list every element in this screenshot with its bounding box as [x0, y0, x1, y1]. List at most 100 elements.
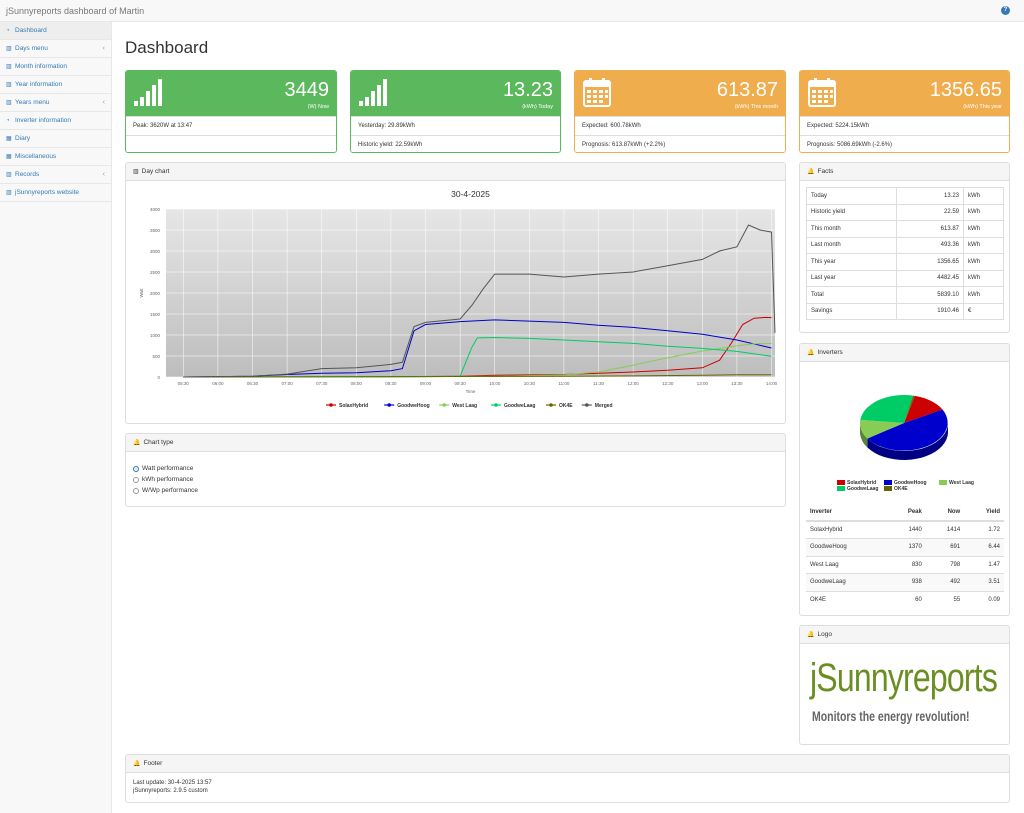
y-tick-label: 2000	[150, 291, 161, 296]
legend-item[interactable]: West Laag	[939, 480, 974, 486]
y-axis-label: Watt	[139, 288, 144, 298]
kpi-month-value: 613.87	[716, 79, 778, 101]
footer-title: Footer	[143, 760, 163, 767]
series-line-goodwehoog[interactable]	[183, 319, 772, 378]
jsunnyreports-logo-tagline: Monitors the energy revolution!	[812, 708, 970, 724]
inverters-col-header[interactable]: Now	[925, 504, 965, 522]
legend-item[interactable]: GoodweLaag	[837, 486, 878, 492]
pie-slice-ok4e[interactable]	[904, 395, 915, 423]
x-tick-label: 12:30	[662, 381, 674, 386]
sidebar-item-years-menu[interactable]: ▥ Years menu ‹	[0, 94, 111, 112]
legend-label: West Laag	[452, 403, 477, 409]
legend-label: SolaxHybrid	[339, 403, 368, 409]
legend-label: GoodweLaag	[847, 486, 878, 492]
logo-panel: 🔔 Logo jSunnyreports Monitors the energy …	[799, 625, 1010, 745]
inverters-col-header[interactable]: Inverter	[806, 504, 887, 522]
inverters-cell: 60	[886, 590, 926, 609]
series-line-merged[interactable]	[183, 224, 776, 378]
kpi-now-row2	[126, 135, 336, 152]
day-chart[interactable]: 30-4-2025 0 500 1000 1500 2000 2500 3000 3500 400…	[126, 182, 785, 424]
y-tick-label: 2500	[150, 270, 161, 275]
radio-dot[interactable]	[133, 487, 139, 494]
sidebar-item-month-information[interactable]: ▥ Month information	[0, 58, 111, 76]
logo-header: 🔔 Logo	[800, 626, 1009, 644]
sidebar-item-days-menu[interactable]: ▥ Days menu ‹	[0, 40, 111, 58]
radio-wwp-performance[interactable]: W/Wp performance	[126, 485, 785, 496]
table-row: GoodweHoog 1370 691 6.44	[806, 538, 1004, 556]
y-tick-label: 1000	[150, 333, 161, 338]
legend-item[interactable]: GoodweLaag	[491, 403, 535, 409]
help-icon[interactable]: ?	[1001, 6, 1010, 15]
bell-icon: 🔔	[133, 440, 141, 446]
facts-row: Historic yield 22.59 kWh	[806, 203, 1004, 221]
inverters-cell: 691	[925, 538, 965, 556]
sidebar-item-miscellaneous[interactable]: ▦ Miscellaneous	[0, 148, 111, 166]
inverters-cell: 3.51	[964, 573, 1004, 591]
legend-label: OK4E	[894, 486, 908, 492]
table-row: OK4E 60 55 0.09	[806, 590, 1004, 609]
sidebar-item-dashboard[interactable]: ◔ Dashboard	[0, 22, 111, 40]
inverters-cell: 1414	[925, 520, 965, 539]
legend-swatch	[837, 486, 845, 491]
kpi-today-value: 13.23	[502, 79, 553, 101]
pie-slice-goodwelaag[interactable]	[860, 394, 914, 423]
legend-swatch	[837, 480, 845, 485]
legend-item[interactable]: SolaxHybrid	[326, 403, 368, 409]
legend-item[interactable]: OK4E	[884, 486, 908, 492]
facts-row: Last year 4482.45 kWh	[806, 269, 1004, 287]
jsunnyreports-logo-name: jSunnyreports	[810, 656, 998, 700]
x-tick-label: 12:00	[627, 381, 639, 386]
inverter-pie-chart[interactable]: SolaxHybrid GoodweHoog West Laag GoodweLaag…	[800, 363, 1009, 503]
legend-label: GoodweHoog	[894, 480, 927, 486]
sidebar-item-inverter-information[interactable]: ◔ Inverter information	[0, 112, 111, 130]
sidebar-item-label: Inverter information	[15, 117, 71, 124]
pie-slice-goodwehoog[interactable]	[867, 409, 948, 451]
chart-type-panel: 🔔 Chart type Watt performance kWh perform…	[125, 433, 786, 507]
app-title[interactable]: jSunnyreports dashboard of Martin	[6, 6, 145, 16]
bar-chart-icon: ▥	[6, 100, 12, 106]
facts-label: Savings	[806, 302, 897, 320]
pie-slice-solaxhybrid[interactable]	[904, 395, 943, 423]
x-tick-label: 10:30	[524, 381, 536, 386]
chevron-left-icon: ‹	[102, 45, 105, 52]
chart-type-title: Chart type	[143, 439, 174, 446]
inverters-col-header[interactable]: Peak	[886, 504, 926, 522]
legend-item[interactable]: West Laag	[439, 403, 477, 409]
legend-item[interactable]: Merged	[581, 403, 613, 409]
sidebar-item-diary[interactable]: ▦ Diary	[0, 130, 111, 148]
inverters-col-header[interactable]: Yield	[964, 504, 1004, 522]
radio-kwh-performance[interactable]: kWh performance	[126, 474, 785, 485]
x-tick-label: 14:00	[766, 381, 778, 386]
radio-dot[interactable]	[133, 476, 139, 483]
facts-value: 13.23	[896, 187, 964, 205]
radio-dot-checked[interactable]	[133, 465, 139, 472]
sidebar-item-label: Diary	[15, 135, 31, 142]
legend-item[interactable]: SolaxHybrid	[837, 480, 876, 486]
series-line-goodwelaag[interactable]	[183, 336, 772, 378]
bar-chart-icon: ▥	[6, 172, 12, 178]
sidebar-item-jsunnyreports-website[interactable]: ▥ jSunnyreports website	[0, 184, 111, 202]
kpi-year-value: 1356.65	[929, 79, 1002, 101]
inverters-cell: 938	[886, 573, 926, 591]
x-tick-label: 06:30	[247, 381, 259, 386]
calendar-icon	[808, 77, 836, 109]
sidebar-item-year-information[interactable]: ▥ Year information	[0, 76, 111, 94]
x-tick-label: 06:00	[212, 381, 224, 386]
kpi-today-unit: (kWh) Today	[522, 104, 553, 110]
legend-item[interactable]: GoodweHoog	[384, 403, 430, 409]
pie-slice-west-laag[interactable]	[860, 419, 904, 439]
x-tick-label: 11:30	[593, 381, 604, 386]
table-row: SolaxHybrid 1440 1414 1.72	[806, 520, 1004, 539]
sidebar-item-records[interactable]: ▥ Records ‹	[0, 166, 111, 184]
radio-label: kWh performance	[142, 476, 194, 483]
kpi-now-peak: Peak: 3620W at 13:47	[126, 116, 336, 135]
legend-item[interactable]: GoodweHoog	[884, 480, 927, 486]
facts-value: 22.59	[896, 203, 964, 221]
legend-label: GoodweLaag	[504, 403, 535, 409]
kpi-month-unit: (kWh) This month	[734, 104, 778, 110]
legend-item[interactable]: OK4E	[546, 403, 573, 409]
x-tick-label: 09:00	[420, 381, 432, 386]
series-line-ok4e[interactable]	[183, 374, 772, 378]
radio-watt-performance[interactable]: Watt performance	[126, 463, 785, 474]
facts-value: 613.87	[896, 220, 964, 238]
